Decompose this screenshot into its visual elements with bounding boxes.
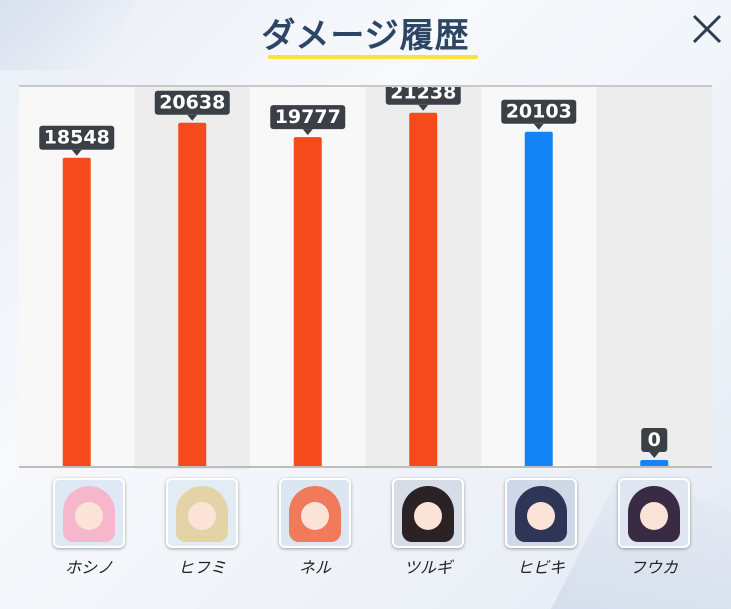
chart-baseline: [19, 466, 712, 468]
header: ダメージ履歴: [0, 0, 731, 66]
character-item[interactable]: ネル: [265, 472, 365, 578]
close-button[interactable]: [686, 8, 730, 52]
data-label-pointer: [649, 452, 660, 458]
character-item[interactable]: フウカ: [604, 472, 704, 578]
character-portrait: [505, 478, 577, 548]
data-label-pointer: [302, 129, 313, 136]
data-label-pointer: [418, 104, 429, 111]
chart-column-background: [596, 87, 712, 469]
character-name: ヒビキ: [516, 558, 565, 577]
character-name: ネル: [298, 558, 331, 577]
data-label-pointer: [187, 114, 198, 121]
character-portrait: [166, 478, 238, 548]
character-item[interactable]: ヒフミ: [152, 472, 252, 578]
damage-chart: 18548 20638 19777 21238 20103 0: [19, 85, 712, 469]
bar-ネル: [293, 137, 322, 468]
data-label-text: 19777: [275, 106, 341, 128]
data-label-pointer: [533, 123, 544, 130]
bar-ヒビキ: [524, 131, 553, 468]
page-title: ダメージ履歴: [261, 16, 470, 56]
data-label: 21238: [385, 87, 461, 111]
data-label-box: [39, 125, 115, 150]
bar-ツルギ: [409, 112, 438, 468]
data-label: 0: [641, 428, 668, 458]
character-portrait: [279, 478, 351, 548]
data-label-box: [641, 428, 668, 452]
data-label: 18548: [39, 125, 115, 156]
character-portrait: [392, 478, 464, 548]
close-icon: [692, 14, 722, 44]
character-portrait: [618, 478, 690, 548]
data-label-box: [154, 90, 230, 115]
data-label-box: [270, 105, 346, 130]
data-label-box: [501, 99, 577, 124]
damage-bar-chart: 18548 20638 19777 21238 20103 0: [19, 87, 712, 469]
character-name: フウカ: [629, 558, 678, 577]
data-label: 20638: [154, 90, 230, 121]
character-name: ヒフミ: [177, 558, 226, 577]
data-label-text: 21238: [390, 87, 456, 104]
character-item[interactable]: ツルギ: [378, 472, 478, 578]
bar-ヒフミ: [178, 122, 207, 468]
data-label-text: 20638: [159, 92, 225, 114]
title-underline: [268, 55, 478, 59]
data-label: 19777: [270, 105, 346, 136]
bar-ホシノ: [62, 157, 91, 468]
data-label-pointer: [71, 149, 82, 156]
data-label-text: 20103: [506, 101, 572, 123]
character-name: ツルギ: [403, 558, 452, 577]
data-label: 20103: [501, 99, 577, 130]
character-list: ホシノ ヒフミ ネル ツルギ ヒビキ フウカ: [0, 472, 731, 609]
data-label-box: [385, 87, 461, 105]
data-label-text: 0: [648, 429, 661, 451]
character-item[interactable]: ホシノ: [39, 472, 139, 578]
character-name: ホシノ: [64, 558, 113, 577]
character-portrait: [53, 478, 125, 548]
data-label-text: 18548: [44, 127, 110, 149]
character-item[interactable]: ヒビキ: [491, 472, 591, 578]
